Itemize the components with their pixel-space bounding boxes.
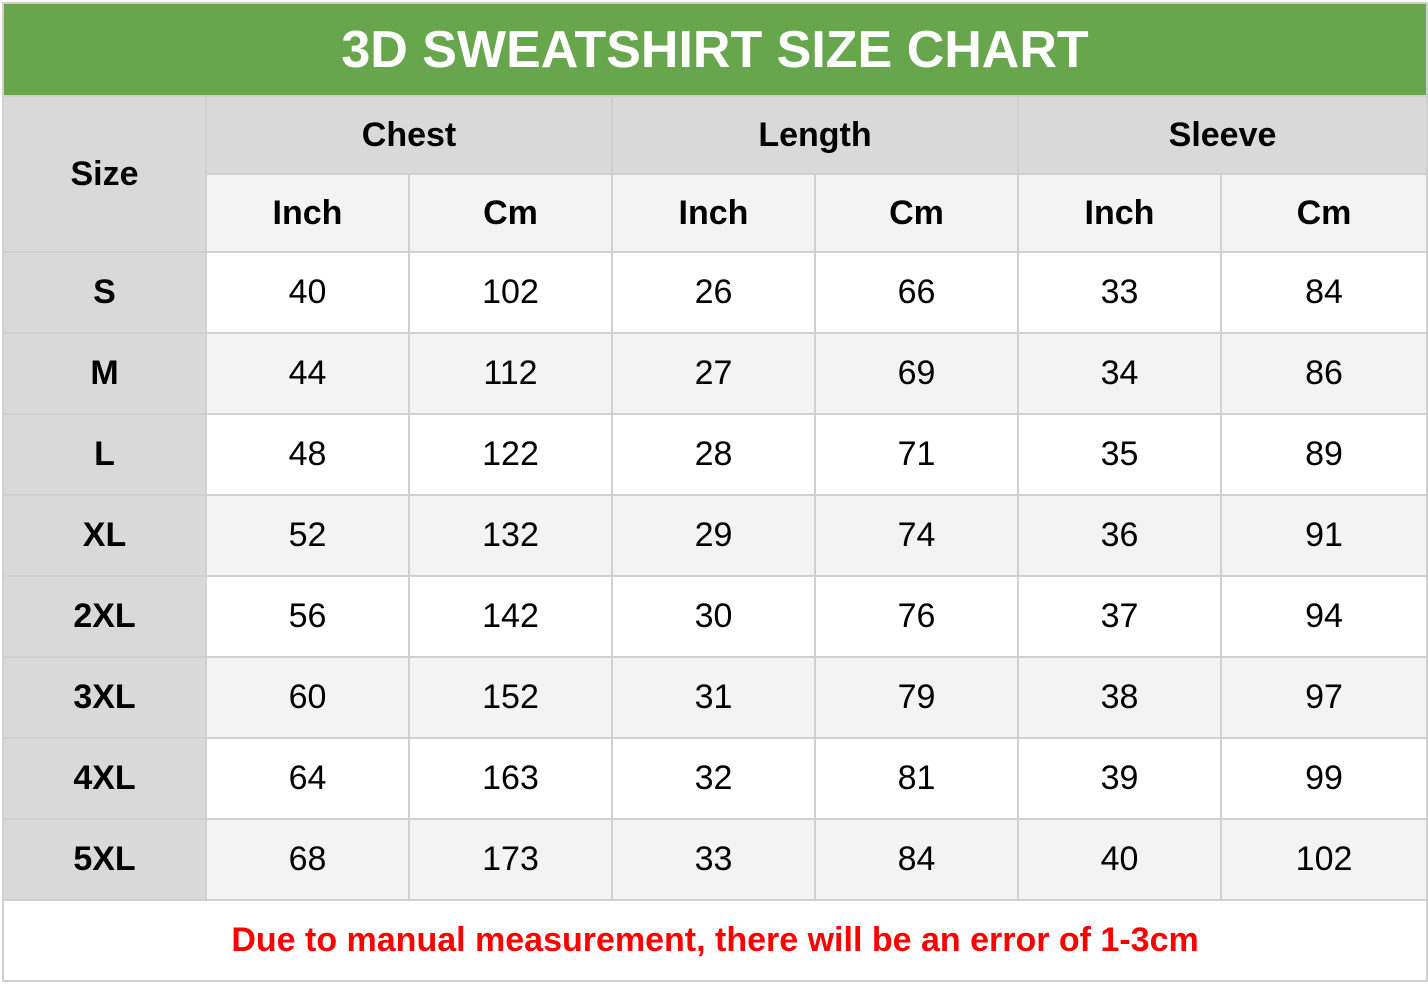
size-label: L [2,413,207,496]
table-row: 3XL 60 152 31 79 38 97 [2,656,1428,739]
sleeve-inch-cell: 33 [1017,251,1222,334]
chest-inch-cell: 52 [205,494,410,577]
sleeve-header: Sleeve [1016,95,1428,175]
length-inch-cell: 33 [611,818,816,901]
length-cm-cell: 81 [814,737,1019,820]
size-label: S [2,251,207,334]
sleeve-cm-cell: 94 [1219,575,1428,658]
length-inch-cell: 28 [611,413,816,496]
chest-inch-cell: 48 [205,413,410,496]
sleeve-cm-cell: 84 [1219,251,1428,334]
size-header: Size [2,95,207,253]
sleeve-cm-cell: 86 [1219,332,1428,415]
sleeve-cm-cell: 102 [1219,818,1428,901]
sleeve-inch-cell: 34 [1017,332,1222,415]
length-inch-cell: 27 [611,332,816,415]
chart-title: 3D SWEATSHIRT SIZE CHART [1,2,1428,97]
length-cm-cell: 79 [814,656,1019,739]
size-label: 4XL [2,737,207,820]
sleeve-inch-cell: 35 [1017,413,1222,496]
size-label: M [2,332,207,415]
measurement-note: Due to manual measurement, there will be… [1,899,1428,982]
length-cm-cell: 84 [814,818,1019,901]
length-cm-cell: 69 [814,332,1019,415]
length-header: Length [611,95,1019,175]
chest-inch-cell: 68 [205,818,410,901]
table-row: 5XL 68 173 33 84 40 102 [2,818,1428,901]
table-row: S 40 102 26 66 33 84 [2,251,1428,334]
length-inch-cell: 29 [611,494,816,577]
size-label: 3XL [2,656,207,739]
chest-cm-cell: 122 [408,413,613,496]
length-inch-cell: 30 [611,575,816,658]
size-label: 2XL [2,575,207,658]
sleeve-inch-cell: 39 [1017,737,1222,820]
length-cm-cell: 76 [814,575,1019,658]
length-inch-cell: 31 [611,656,816,739]
chest-cm-header: Cm [408,173,613,253]
length-inch-header: Inch [611,173,816,253]
chest-inch-cell: 44 [205,332,410,415]
length-cm-cell: 74 [814,494,1019,577]
chest-cm-cell: 163 [408,737,613,820]
chest-header: Chest [205,95,613,175]
table-row: 4XL 64 163 32 81 39 99 [2,737,1428,820]
sleeve-cm-cell: 91 [1219,494,1428,577]
chest-inch-cell: 60 [205,656,410,739]
length-cm-cell: 66 [814,251,1019,334]
length-cm-cell: 71 [814,413,1019,496]
sleeve-cm-header: Cm [1219,173,1428,253]
sleeve-inch-cell: 37 [1017,575,1222,658]
chest-cm-cell: 102 [408,251,613,334]
length-inch-cell: 32 [611,737,816,820]
sleeve-inch-cell: 38 [1017,656,1222,739]
sleeve-cm-cell: 99 [1219,737,1428,820]
table-row: 2XL 56 142 30 76 37 94 [2,575,1428,658]
sleeve-cm-cell: 89 [1219,413,1428,496]
table-row: L 48 122 28 71 35 89 [2,413,1428,496]
length-cm-header: Cm [814,173,1019,253]
chest-cm-cell: 152 [408,656,613,739]
sleeve-cm-cell: 97 [1219,656,1428,739]
table-row: XL 52 132 29 74 36 91 [2,494,1428,577]
chest-cm-cell: 173 [408,818,613,901]
chest-inch-header: Inch [205,173,410,253]
sleeve-inch-cell: 36 [1017,494,1222,577]
length-inch-cell: 26 [611,251,816,334]
sleeve-inch-header: Inch [1017,173,1222,253]
chest-cm-cell: 112 [408,332,613,415]
chest-inch-cell: 64 [205,737,410,820]
chest-cm-cell: 142 [408,575,613,658]
table-row: M 44 112 27 69 34 86 [2,332,1428,415]
chest-cm-cell: 132 [408,494,613,577]
sleeve-inch-cell: 40 [1017,818,1222,901]
chest-inch-cell: 56 [205,575,410,658]
size-label: XL [2,494,207,577]
size-chart-table: 3D SWEATSHIRT SIZE CHART Size Chest Leng… [1,2,1428,982]
size-label: 5XL [2,818,207,901]
chest-inch-cell: 40 [205,251,410,334]
